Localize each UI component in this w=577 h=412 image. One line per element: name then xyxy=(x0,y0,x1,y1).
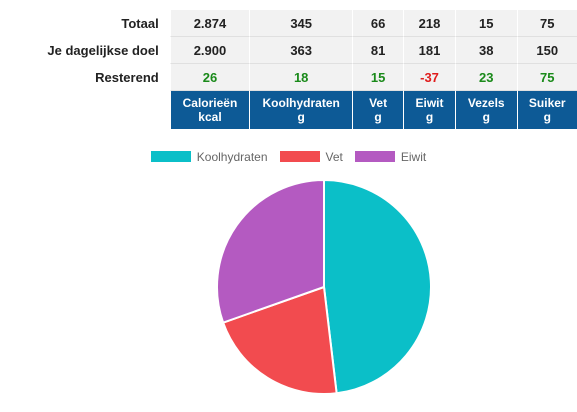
column-header-fat: Vet g xyxy=(352,91,404,129)
doel-calories: 2.900 xyxy=(169,37,250,64)
nutrition-summary-table: Totaal 2.874 345 66 218 15 75 Je dagelij… xyxy=(0,10,577,129)
legend-item-eiwit[interactable]: Eiwit xyxy=(354,150,427,164)
doel-carbs: 363 xyxy=(249,37,353,64)
resterend-protein: -37 xyxy=(403,64,455,91)
legend-label: Koolhydraten xyxy=(196,150,268,164)
column-header-protein: Eiwit g xyxy=(403,91,455,129)
totaal-sugar: 75 xyxy=(516,10,577,37)
column-unit: g xyxy=(425,110,434,124)
totaal-carbs: 345 xyxy=(249,10,353,37)
column-name: Koolhydraten xyxy=(262,96,340,110)
column-unit: g xyxy=(482,110,490,124)
resterend-fat: 15 xyxy=(352,64,404,91)
resterend-fiber: 23 xyxy=(455,64,517,91)
legend-swatch xyxy=(279,151,320,162)
row-doel: Je dagelijkse doel 2.900 363 81 181 38 1… xyxy=(0,37,577,64)
totaal-calories: 2.874 xyxy=(169,10,250,37)
header-spacer xyxy=(0,91,170,129)
pie-slice-eiwit[interactable] xyxy=(216,178,325,324)
doel-protein: 181 xyxy=(403,37,455,64)
legend-item-koolhydraten[interactable]: Koolhydraten xyxy=(150,150,268,164)
totaal-fiber: 15 xyxy=(455,10,517,37)
legend-label: Vet xyxy=(325,150,343,164)
row-resterend: Resterend 26 18 15 -37 23 75 xyxy=(0,64,577,91)
resterend-sugar: 75 xyxy=(516,64,577,91)
resterend-carbs: 18 xyxy=(249,64,353,91)
column-unit: kcal xyxy=(198,110,222,124)
legend-label: Eiwit xyxy=(400,150,427,164)
column-header-sugar: Suiker g xyxy=(516,91,577,129)
row-label-totaal: Totaal xyxy=(0,10,170,37)
doel-sugar: 150 xyxy=(516,37,577,64)
chart-legend: Koolhydraten Vet Eiwit xyxy=(0,150,577,164)
legend-swatch xyxy=(150,151,191,162)
totaal-fat: 66 xyxy=(352,10,404,37)
totaal-protein: 218 xyxy=(403,10,455,37)
column-name: Eiwit xyxy=(415,96,444,110)
row-label-resterend: Resterend xyxy=(0,64,170,91)
row-label-doel: Je dagelijkse doel xyxy=(0,37,170,64)
column-unit: g xyxy=(297,110,305,124)
column-name: Suiker xyxy=(528,96,566,110)
pie-slice-koolhydraten[interactable] xyxy=(323,178,432,395)
resterend-calories: 26 xyxy=(169,64,250,91)
macro-pie-chart xyxy=(216,178,432,395)
pie-slice-vet[interactable] xyxy=(221,285,338,395)
column-header-carbs: Koolhydraten g xyxy=(249,91,353,129)
row-totaal: Totaal 2.874 345 66 218 15 75 xyxy=(0,10,577,37)
doel-fat: 81 xyxy=(352,37,404,64)
column-name: Vet xyxy=(369,96,388,110)
column-name: Vezels xyxy=(467,96,505,110)
doel-fiber: 38 xyxy=(455,37,517,64)
legend-item-vet[interactable]: Vet xyxy=(279,150,343,164)
column-unit: g xyxy=(374,110,382,124)
legend-swatch xyxy=(354,151,395,162)
column-name: Calorieën xyxy=(182,96,238,110)
column-header-fiber: Vezels g xyxy=(455,91,517,129)
column-header-calories: Calorieën kcal xyxy=(169,91,250,129)
column-header-row: Calorieën kcal Koolhydraten g Vet g Eiwit g … xyxy=(0,91,577,129)
column-unit: g xyxy=(543,110,551,124)
